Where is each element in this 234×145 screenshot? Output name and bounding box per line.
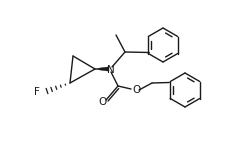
- Polygon shape: [95, 67, 109, 71]
- Text: O: O: [132, 85, 140, 95]
- Text: N: N: [107, 65, 115, 75]
- Text: F: F: [34, 87, 40, 97]
- Text: O: O: [98, 97, 106, 107]
